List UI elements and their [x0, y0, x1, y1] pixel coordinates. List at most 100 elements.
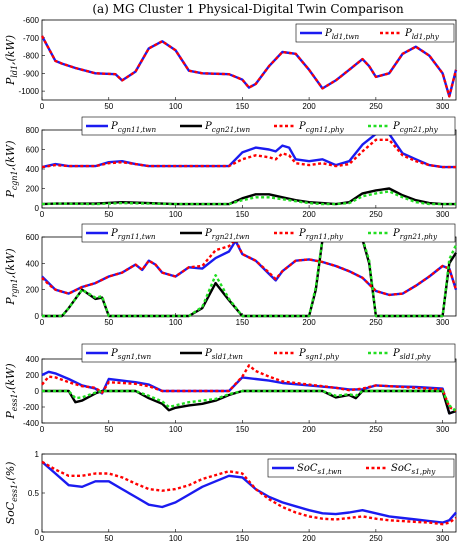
x-tick-label: 100	[169, 210, 183, 219]
x-tick-label: 50	[104, 318, 113, 327]
y-tick-label: 0	[35, 312, 40, 321]
y-tick-label: 800	[26, 126, 40, 135]
legend-entry-label: Pcgn11,twn	[110, 121, 156, 134]
y-tick-label: 0	[35, 387, 40, 396]
legend: Pld1,twn Pld1,phy	[295, 23, 455, 43]
y-tick-label: 200	[26, 371, 40, 380]
y-tick-label: 400	[26, 259, 40, 268]
y-tick-label: 400	[26, 355, 40, 364]
x-tick-label: 250	[369, 534, 383, 543]
legend-entry-label: Pcgn21,phy	[392, 121, 439, 134]
legend-entry-label: Pcgn21,twn	[204, 121, 250, 134]
x-tick-label: 300	[436, 534, 450, 543]
y-tick-label: 600	[26, 233, 40, 242]
y-tick-label: 200	[26, 185, 40, 194]
series-line	[40, 35, 458, 98]
legend-entry-label: Pcgn11,phy	[298, 121, 345, 134]
panel-2: 0 200 400 600 800 0 50 100 150 200 250 300 Pcgn1,(kW…	[4, 116, 457, 219]
series-line	[41, 364, 457, 413]
x-tick-label: 300	[436, 102, 450, 111]
x-tick-label: 50	[104, 210, 113, 219]
y-axis-label: Pld1,(kW)	[4, 35, 19, 86]
x-tick-label: 150	[236, 318, 250, 327]
y-tick-label: 1	[35, 450, 40, 459]
x-tick-label: 50	[104, 425, 113, 434]
x-tick-label: 250	[369, 318, 383, 327]
x-tick-label: 300	[436, 210, 450, 219]
y-axis-label: Pcgn1,(kW)	[4, 140, 19, 198]
legend-entry-label: Psgn1,twn	[110, 348, 152, 361]
x-tick-label: 200	[302, 425, 316, 434]
y-tick-label: 600	[26, 146, 40, 155]
x-tick-label: 50	[104, 534, 113, 543]
legend-entry-label: Psld1,phy	[392, 348, 431, 361]
x-tick-label: 100	[169, 425, 183, 434]
y-tick-label: -600	[23, 16, 40, 25]
x-tick-label: 200	[302, 210, 316, 219]
panel-frame	[41, 129, 457, 209]
panel-5: 1 0.5 00 50 100 150 200 250 300 SoCess1,(%) SoCs1,…	[4, 450, 457, 543]
legend: Pcgn11,twn Pcgn21,twn Pcgn11,phy Pcgn21,phy	[81, 116, 456, 136]
legend-entry-label: Prgn21,twn	[204, 228, 250, 241]
series-line	[41, 460, 457, 524]
series-line	[42, 389, 457, 415]
x-tick-label: 0	[40, 102, 45, 111]
x-tick-label: 100	[169, 534, 183, 543]
y-tick-label: 200	[26, 286, 40, 295]
series-line	[41, 238, 458, 297]
x-tick-label: 200	[302, 102, 316, 111]
x-tick-label: 150	[236, 102, 250, 111]
legend-entry-label: SoCs1,twn	[297, 463, 342, 476]
legend-box	[267, 458, 455, 478]
x-tick-label: 300	[436, 318, 450, 327]
x-tick-label: 300	[436, 425, 450, 434]
y-tick-label: -900	[23, 69, 40, 78]
x-tick-label: 250	[369, 210, 383, 219]
y-tick-label: -800	[23, 52, 40, 61]
y-tick-label: -400	[23, 419, 40, 428]
x-tick-label: 0	[40, 534, 45, 543]
legend-entry-label: Pld1,phy	[404, 28, 440, 41]
y-tick-label: 0	[35, 528, 40, 537]
series-line	[41, 187, 456, 206]
series-line	[41, 460, 457, 526]
x-tick-label: 100	[169, 102, 183, 111]
legend-box	[295, 23, 455, 43]
y-tick-label: 0.5	[28, 489, 40, 498]
x-tick-label: 250	[369, 102, 383, 111]
legend-entry-label: Psgn1,phy	[298, 348, 340, 361]
x-tick-label: 250	[369, 425, 383, 434]
y-tick-label: 0	[35, 204, 40, 213]
panel-3: 0 200 400 600 0 50 100 150 200 250 300 Prgn1,(kW) Pr…	[4, 223, 458, 327]
x-tick-label: 0	[40, 210, 45, 219]
legend-entry-label: SoCs1,phy	[391, 463, 436, 476]
x-tick-label: 150	[236, 534, 250, 543]
y-tick-label: -1000	[19, 87, 40, 96]
y-tick-label: -200	[23, 403, 40, 412]
x-tick-label: 150	[236, 210, 250, 219]
legend-entry-label: Prgn21,phy	[392, 228, 438, 241]
series-line	[42, 235, 458, 318]
y-axis-label: Prgn1,(kW)	[4, 248, 19, 305]
series-line	[42, 389, 457, 412]
legend: Prgn11,twn Prgn21,twn Prgn11,phy Prgn21,phy	[81, 223, 456, 243]
x-tick-label: 200	[302, 534, 316, 543]
legend: Psgn1,twn Psld1,twn Psgn1,phy Psld1,phy	[81, 343, 456, 363]
x-tick-label: 0	[40, 425, 45, 434]
y-axis-label: SoCess1,(%)	[4, 462, 19, 525]
chart-title: (a) MG Cluster 1 Physical-Digital Twin C…	[92, 2, 404, 16]
x-tick-label: 50	[104, 102, 113, 111]
x-tick-label: 100	[169, 318, 183, 327]
legend-box	[81, 116, 456, 136]
legend: SoCs1,twn SoCs1,phy	[267, 458, 455, 478]
y-tick-label: 400	[26, 165, 40, 174]
series-line	[41, 132, 456, 169]
x-tick-label: 0	[40, 318, 45, 327]
legend-box	[81, 223, 456, 243]
legend-entry-label: Prgn11,phy	[298, 228, 344, 241]
x-tick-label: 200	[302, 318, 316, 327]
